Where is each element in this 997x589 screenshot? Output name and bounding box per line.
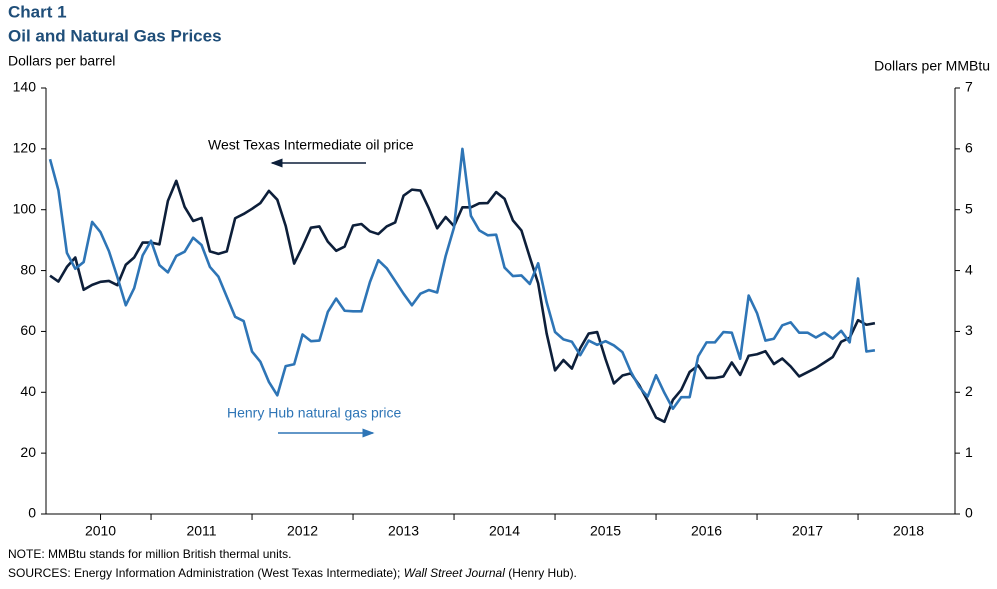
x-tick-label: 2016 (691, 523, 722, 539)
y-tick-label: 40 (20, 383, 36, 399)
y-tick-label: 80 (20, 261, 36, 277)
sources-text: SOURCES: Energy Information Administrati… (8, 566, 404, 580)
y2-tick-label: 5 (965, 200, 973, 216)
y2-tick-label: 4 (965, 261, 973, 277)
sources-text: Wall Street Journal (404, 566, 505, 580)
y2-tick-label: 6 (965, 140, 973, 156)
sources-text: (Henry Hub). (505, 566, 577, 580)
x-tick-label: 2011 (186, 523, 216, 539)
y2-tick-label: 7 (965, 79, 973, 95)
sources: SOURCES: Energy Information Administrati… (8, 566, 577, 580)
y2-tick-label: 0 (965, 505, 973, 521)
y2-tick-label: 2 (965, 383, 973, 399)
x-tick-label: 2018 (893, 523, 924, 539)
y-tick-label: 100 (13, 200, 37, 216)
y2-tick-label: 1 (965, 444, 973, 460)
annotation: West Texas Intermediate oil price (208, 137, 414, 153)
y-tick-label: 60 (20, 322, 36, 338)
x-tick-label: 2010 (85, 523, 116, 539)
chart-title: Chart 1 (8, 2, 67, 21)
y2-axis-label: Dollars per MMBtu (874, 58, 990, 74)
x-tick-label: 2017 (792, 523, 823, 539)
y-tick-label: 20 (20, 444, 36, 460)
x-tick-label: 2014 (489, 523, 520, 539)
x-tick-label: 2015 (590, 523, 621, 539)
y2-tick-label: 3 (965, 322, 973, 338)
annotation: Henry Hub natural gas price (227, 405, 402, 421)
y-tick-label: 120 (13, 140, 37, 156)
x-tick-label: 2012 (287, 523, 318, 539)
y-axis-label: Dollars per barrel (8, 53, 115, 69)
note: NOTE: MMBtu stands for million British t… (8, 547, 291, 561)
x-tick-label: 2013 (388, 523, 419, 539)
series-line (49, 179, 876, 424)
series-line (48, 147, 876, 411)
y-tick-label: 0 (28, 505, 36, 521)
chart-subtitle: Oil and Natural Gas Prices (8, 26, 222, 45)
y-tick-label: 140 (13, 79, 37, 95)
